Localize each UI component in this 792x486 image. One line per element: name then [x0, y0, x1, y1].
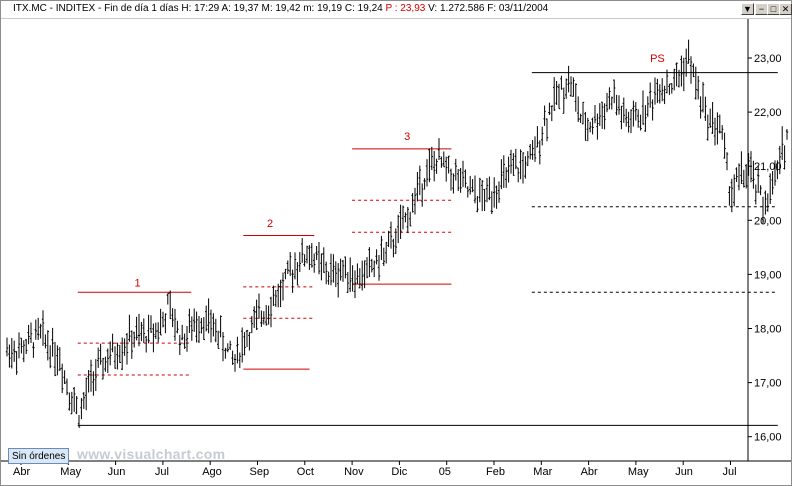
wave-label: 2: [267, 218, 273, 230]
x-tick-label: Jun: [675, 466, 693, 478]
x-tick-label: Jul: [155, 466, 169, 478]
close-button[interactable]: ✕: [779, 3, 792, 15]
open-label: A: 19,37: [221, 3, 259, 14]
wave-label: 1: [135, 277, 141, 289]
y-tick-label: 18,00: [754, 324, 782, 336]
y-tick-label: 19,00: [754, 269, 782, 281]
x-tick-label: Sep: [250, 466, 270, 478]
date-label: F: 03/11/2004: [487, 3, 549, 14]
x-tick-label: May: [60, 466, 81, 478]
min-label: m: 19,19: [303, 3, 343, 14]
y-tick-label: 16,00: [754, 432, 782, 444]
x-tick-label: Jun: [108, 466, 126, 478]
symbol-label: ITX.MC - INDITEX - Fin de día 1 días: [13, 3, 179, 14]
x-tick-label: Jul: [723, 466, 737, 478]
price-chart[interactable]: 16,0017,0018,0019,0020,0021,0022,0023,00…: [1, 19, 791, 485]
dropdown-icon[interactable]: ▼: [741, 3, 754, 15]
wave-label: PS: [650, 53, 665, 65]
y-tick-label: 22,00: [754, 107, 782, 119]
x-tick-label: Mar: [533, 466, 552, 478]
title-bar: ITX.MC - INDITEX - Fin de día 1 días H: …: [1, 1, 792, 19]
x-tick-label: Ago: [202, 466, 222, 478]
y-tick-label: 23,00: [754, 53, 782, 65]
quote-info: ITX.MC - INDITEX - Fin de día 1 días H: …: [13, 3, 548, 14]
x-tick-label: Dic: [391, 466, 407, 478]
x-tick-label: Abr: [581, 466, 598, 478]
watermark: www.visualchart.com: [77, 446, 226, 462]
x-tick-label: Abr: [13, 466, 30, 478]
x-tick-label: Feb: [486, 466, 505, 478]
max-label: M: 19,42: [261, 3, 301, 14]
y-tick-label: 17,00: [754, 378, 782, 390]
volume-label: V: 1.272.586: [428, 3, 485, 14]
x-tick-label: Nov: [344, 466, 364, 478]
y-tick-label: 20,00: [754, 215, 782, 227]
x-tick-label: Oct: [297, 466, 314, 478]
orders-status-button[interactable]: Sin órdenes: [8, 448, 70, 464]
x-tick-label: 05: [439, 466, 451, 478]
x-tick-label: May: [628, 466, 649, 478]
high-time-label: H: 17:29: [181, 3, 220, 14]
close-label: C: 19,24: [344, 3, 383, 14]
price-label: P : 23,93: [385, 3, 426, 14]
wave-label: 3: [404, 131, 410, 143]
